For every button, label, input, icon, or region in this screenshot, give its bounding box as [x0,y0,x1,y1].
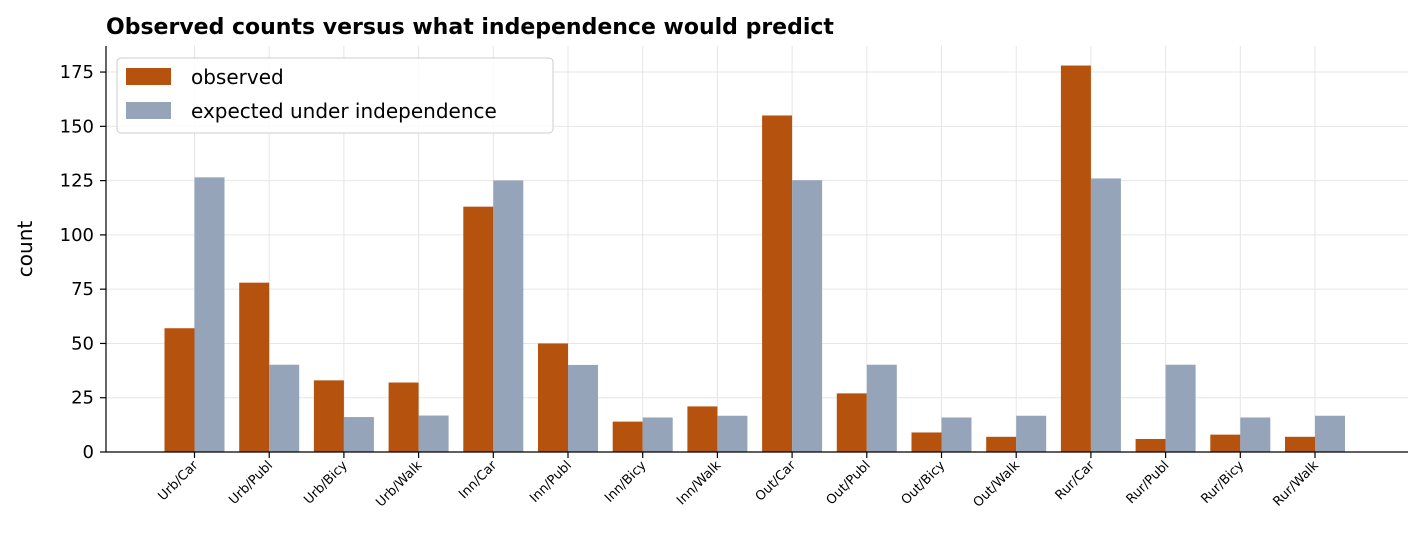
bar-observed [612,421,643,452]
bar-expected [642,417,673,452]
bar-expected [792,180,823,452]
bar-expected [941,417,972,452]
y-axis-label: count [13,221,37,278]
legend-swatch [126,68,171,85]
bar-observed [388,382,419,452]
y-tick-label: 0 [83,442,94,463]
x-tick-label: Urb/Walk [373,458,425,510]
bar-observed [463,206,494,452]
x-tick-label: Inn/Car [456,458,500,502]
bar-expected [269,364,300,452]
legend-swatch [126,102,171,119]
x-tick-label: Inn/Walk [674,458,724,508]
chart-title: Observed counts versus what independence… [106,15,834,40]
y-tick-label: 175 [60,62,94,83]
bar-observed [986,436,1017,452]
bars [164,65,1345,453]
bar-expected [717,415,748,452]
bar-observed [164,328,195,452]
bar-expected [343,417,374,452]
bar-expected [1240,417,1271,452]
bar-expected [866,364,897,452]
y-tick-label: 125 [60,171,94,192]
bar-observed [1135,438,1166,452]
bar-expected [1016,415,1047,452]
x-tick-label: Urb/Car [155,458,201,504]
y-tick-label: 150 [60,116,94,137]
x-tick-label: Urb/Publ [226,458,276,508]
bar-observed [313,380,344,452]
legend-label: expected under independence [191,99,497,123]
y-tick-label: 100 [60,225,94,246]
x-tick-label: Rur/Walk [1271,458,1323,510]
x-tick-label: Rur/Bicy [1198,458,1247,507]
bar-observed [1060,65,1091,453]
x-tick-label: Out/Bicy [899,458,949,508]
bar-expected [493,180,524,452]
x-tick-label: Rur/Car [1053,458,1099,504]
bar-observed [1210,434,1241,452]
x-tick-label: Inn/Bicy [602,458,650,506]
bar-expected [1090,178,1121,452]
bar-observed [538,343,568,452]
y-tick-label: 25 [71,388,94,409]
bar-observed [762,115,793,452]
bar-observed [239,282,270,452]
x-tick-label: Out/Walk [971,458,1024,511]
legend: observed expected under independence [116,57,554,134]
bar-observed [1285,436,1315,452]
legend-box [116,57,554,134]
bar-expected [1315,415,1345,452]
bar-observed [687,406,718,452]
bar-expected [194,177,225,452]
bar-expected [1165,364,1196,452]
x-tick-label: Rur/Publ [1124,458,1173,507]
bar-observed [911,432,942,452]
x-tick-label: Out/Car [753,458,800,505]
x-tick-label: Out/Publ [824,458,874,508]
bar-expected [568,364,598,452]
x-tick-label: Urb/Bicy [301,458,351,508]
legend-label: observed [191,65,284,89]
bar-observed [836,393,867,452]
y-tick-label: 50 [71,333,94,354]
bar-expected [418,415,449,452]
x-tick-label: Inn/Publ [527,458,575,506]
y-tick-label: 75 [71,279,94,300]
